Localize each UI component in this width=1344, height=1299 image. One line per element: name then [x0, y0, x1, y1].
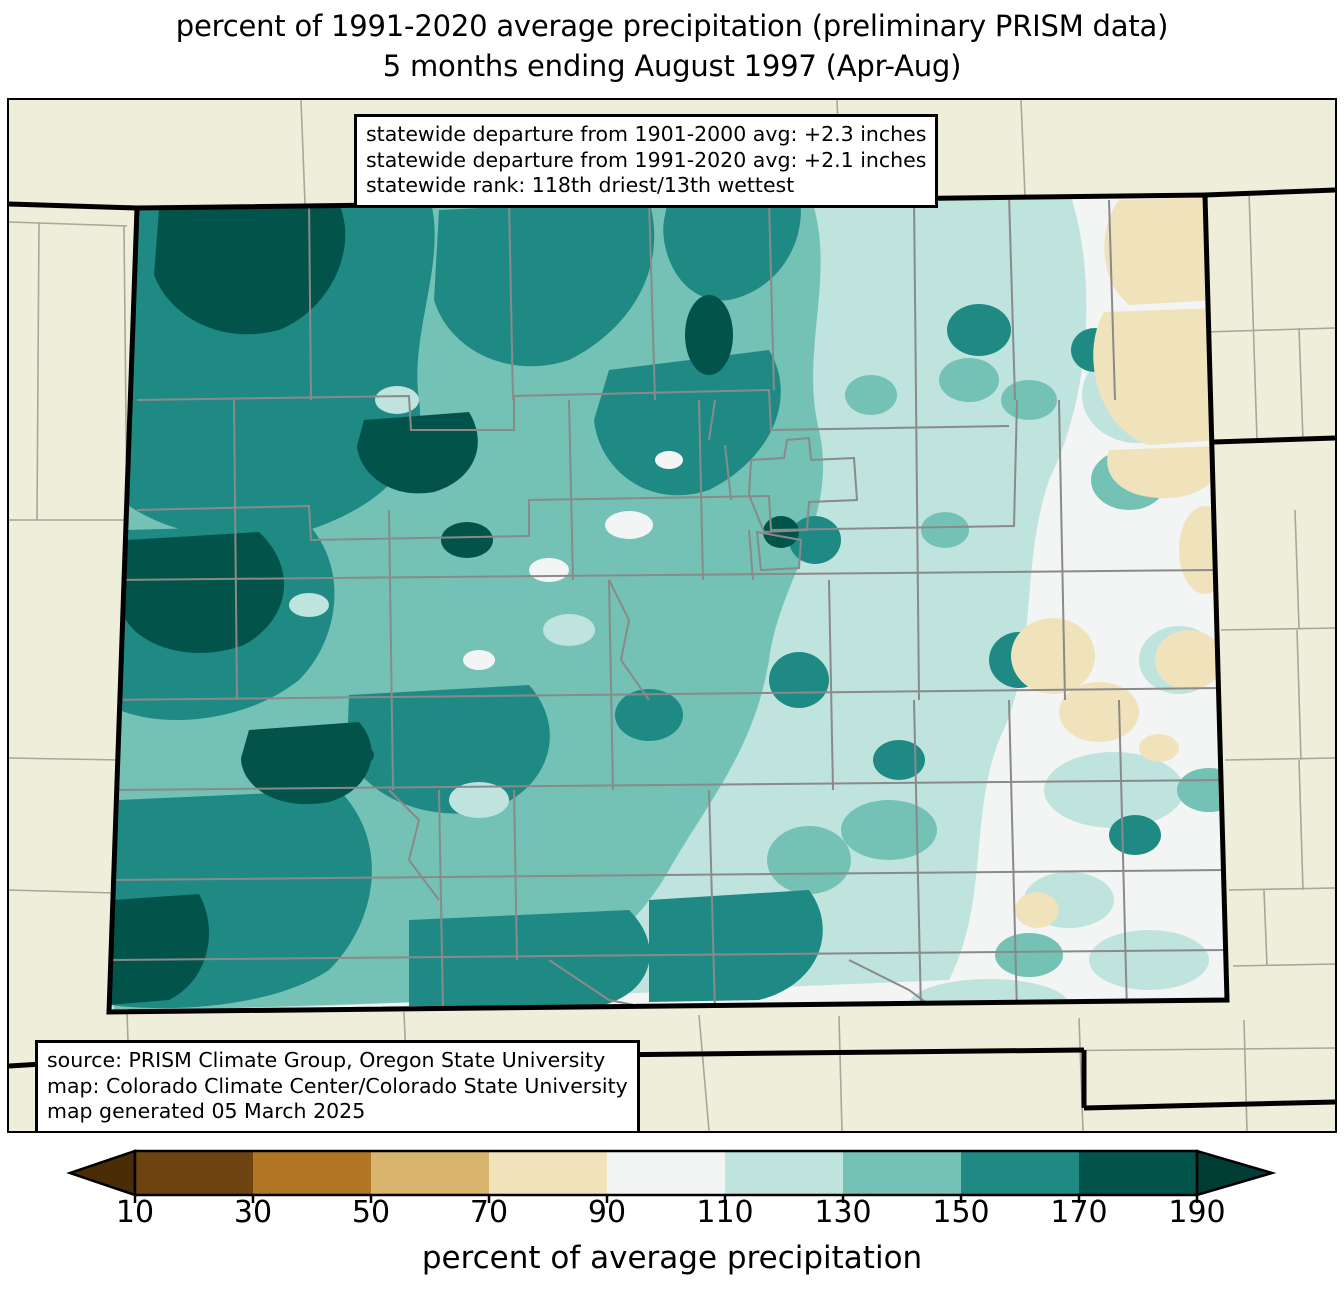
colorbar-tick-labels: 10 30 50 70 90 110 130 150 170 190	[0, 1196, 1344, 1236]
band-90-110-holes	[463, 451, 683, 670]
source-line-1: source: PRISM Climate Group, Oregon Stat…	[47, 1048, 606, 1072]
stats-line-1: statewide departure from 1901-2000 avg: …	[366, 122, 927, 146]
source-credit-box: source: PRISM Climate Group, Oregon Stat…	[35, 1040, 640, 1131]
colorbar-band-90-110	[607, 1151, 725, 1195]
colorbar-tick-170: 170	[1050, 1195, 1108, 1230]
colorbar-band-50-70	[371, 1151, 489, 1195]
colorbar-band-30-50	[253, 1151, 371, 1195]
title-line-1: percent of 1991-2020 average precipitati…	[175, 9, 1169, 43]
colorbar-extend-high	[1195, 1149, 1277, 1197]
colorbar-tick-150: 150	[932, 1195, 990, 1230]
precipitation-map: statewide departure from 1901-2000 avg: …	[7, 98, 1337, 1133]
colorbar-tick-10: 10	[115, 1195, 155, 1230]
colorbar-band-110-130	[725, 1151, 843, 1195]
statewide-stats-box: statewide departure from 1901-2000 avg: …	[354, 114, 939, 208]
precip-contour-layer	[109, 195, 1227, 1012]
title-line-2: 5 months ending August 1997 (Apr-Aug)	[382, 49, 962, 83]
colorbar-band-group	[135, 1151, 1197, 1195]
band-150-170	[111, 195, 1161, 1009]
colorbar-outline	[133, 1149, 1199, 1197]
page-title: percent of 1991-2020 average precipitati…	[0, 6, 1344, 86]
colorbar-tick-190: 190	[1168, 1195, 1226, 1230]
colorbar-band-170-190	[1079, 1151, 1197, 1195]
source-line-3: map generated 05 March 2025	[47, 1099, 366, 1123]
colorbar-band-10-30	[135, 1151, 253, 1195]
band-110-130-holes	[289, 386, 595, 818]
colorbar-tick-30: 30	[233, 1195, 273, 1230]
source-line-2: map: Colorado Climate Center/Colorado St…	[47, 1073, 628, 1098]
band-170-190	[109, 204, 799, 1005]
colorbar-tick-70: 70	[469, 1195, 509, 1230]
county-boundaries	[109, 195, 1227, 1012]
colorbar-swatches	[66, 1149, 1277, 1203]
colorbar-tick-50: 50	[351, 1195, 391, 1230]
colorbar-extend-low	[66, 1149, 137, 1197]
colorbar-tick-90: 90	[587, 1195, 627, 1230]
map-canvas	[9, 100, 1335, 1131]
colorbar-band-70-90	[489, 1151, 607, 1195]
colorbar: 10 30 50 70 90 110 130 150 170 190	[0, 1143, 1344, 1299]
colorbar-band-130-150	[843, 1151, 961, 1195]
stats-line-3: statewide rank: 118th driest/13th wettes…	[366, 173, 795, 197]
stats-line-2: statewide departure from 1991-2020 avg: …	[366, 147, 927, 172]
colorbar-tick-110: 110	[696, 1195, 754, 1230]
band-70-90	[1011, 197, 1227, 928]
colorbar-band-150-170	[961, 1151, 1079, 1195]
colorbar-ticks	[133, 1195, 1199, 1203]
colorbar-axis-label: percent of average precipitation	[421, 1240, 923, 1276]
colorbar-tick-130: 130	[814, 1195, 872, 1230]
